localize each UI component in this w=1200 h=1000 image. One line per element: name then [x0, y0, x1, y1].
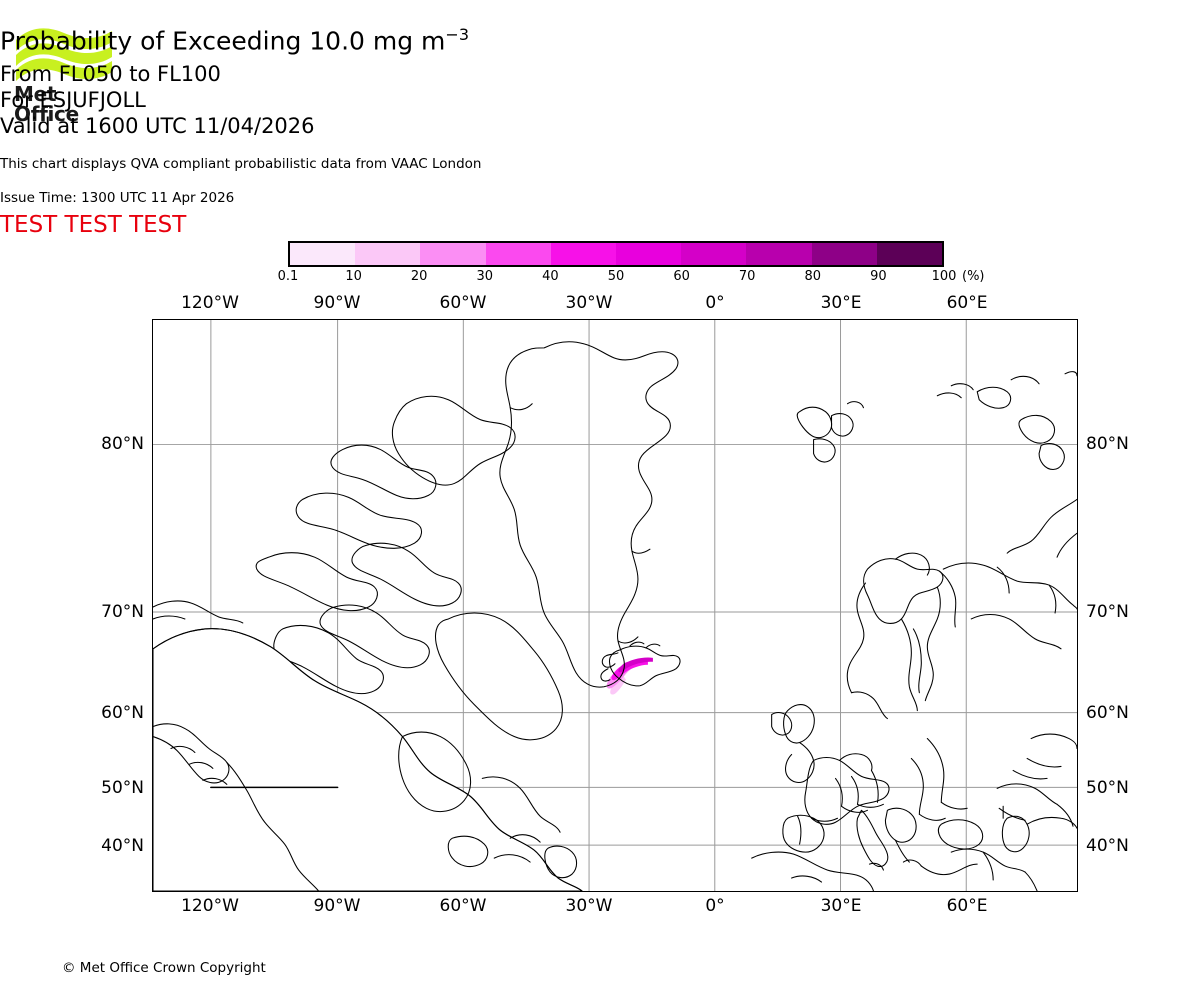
colorbar-tick-0.1: 0.1: [277, 269, 299, 284]
volcano-subtitle: For ESJUFJOLL: [0, 88, 146, 112]
page-title: Probability of Exceeding 10.0 mg m−3: [0, 26, 1200, 55]
colorbar-tick-60: 60: [673, 269, 690, 284]
lon-label-top-5: 30°E: [820, 293, 862, 313]
lon-label-top-0: 120°W: [181, 293, 239, 313]
colorbar-band-9: [876, 243, 943, 265]
lon-label-bottom-4: 0°: [705, 896, 725, 916]
map-graphic: [153, 320, 1077, 891]
issue-time: Issue Time: 1300 UTC 11 Apr 2026: [0, 190, 235, 206]
lat-label-left-2: 60°N: [101, 703, 144, 723]
met-office-wordmark: Met Office: [14, 82, 79, 126]
lat-label-left-1: 70°N: [101, 602, 144, 622]
colorbar-tick-70: 70: [738, 269, 756, 284]
lon-label-top-6: 60°E: [946, 293, 988, 313]
page-title-exponent: −3: [445, 25, 470, 44]
colorbar-band-0: [290, 243, 356, 265]
colorbar-tick-90: 90: [870, 269, 887, 284]
lat-label-right-3: 50°N: [1086, 778, 1129, 798]
lon-label-top-3: 30°W: [565, 293, 613, 313]
lon-label-top-4: 0°: [705, 293, 725, 313]
colorbar-band-4: [550, 243, 617, 265]
colorbar-band-1: [355, 243, 421, 265]
lon-label-top-2: 60°W: [439, 293, 487, 313]
flight-level-subtitle: From FL050 to FL100: [0, 62, 221, 86]
colorbar-band-5: [616, 243, 682, 265]
met-office-logo: Met Office: [14, 22, 124, 124]
colorbar-tick-20: 20: [410, 269, 428, 284]
lat-label-left-0: 80°N: [101, 434, 144, 454]
colorbar-bands: [288, 241, 944, 267]
colorbar-tick-50: 50: [607, 269, 625, 284]
page-title-text: Probability of Exceeding 10.0 mg m: [0, 26, 446, 56]
copyright-notice: © Met Office Crown Copyright: [62, 960, 266, 976]
ash-plume-contours: [606, 657, 653, 695]
lon-label-top-1: 90°W: [313, 293, 361, 313]
test-banner: TEST TEST TEST: [0, 212, 187, 238]
lat-label-left-4: 40°N: [101, 836, 144, 856]
colorbar-tick-80: 80: [804, 269, 822, 284]
colorbar-tick-10: 10: [345, 269, 362, 284]
colorbar-band-7: [746, 243, 812, 265]
lat-label-right-1: 70°N: [1086, 602, 1129, 622]
colorbar-band-6: [681, 243, 747, 265]
colorbar-tick-100: 100: [931, 269, 957, 284]
lon-label-bottom-5: 30°E: [820, 896, 862, 916]
colorbar: 0.1 10 20 30 40 50 60 70 80 90 100: [278, 241, 956, 284]
qva-note: This chart displays QVA compliant probab…: [0, 156, 482, 172]
lon-label-bottom-3: 30°W: [565, 896, 613, 916]
map-coastlines: [153, 341, 1077, 891]
colorbar-tick-40: 40: [542, 269, 559, 284]
met-office-waves-icon: [16, 28, 112, 81]
valid-time-subtitle: Valid at 1600 UTC 11/04/2026: [0, 114, 315, 138]
colorbar-tick-labels: 0.1 10 20 30 40 50 60 70 80 90 100: [278, 269, 957, 287]
colorbar-band-8: [811, 243, 877, 265]
colorbar-band-2: [420, 243, 486, 265]
map-plot-area: [152, 319, 1078, 892]
lat-label-right-4: 40°N: [1086, 836, 1129, 856]
lon-label-bottom-1: 90°W: [313, 896, 361, 916]
lon-label-bottom-6: 60°E: [946, 896, 988, 916]
lat-label-right-0: 80°N: [1086, 434, 1129, 454]
lon-label-bottom-0: 120°W: [181, 896, 239, 916]
colorbar-band-3: [485, 243, 551, 265]
lat-label-left-3: 50°N: [101, 778, 144, 798]
lon-label-bottom-2: 60°W: [439, 896, 487, 916]
lat-label-right-2: 60°N: [1086, 703, 1129, 723]
colorbar-tick-30: 30: [476, 269, 494, 284]
colorbar-unit-label: (%): [962, 269, 985, 284]
